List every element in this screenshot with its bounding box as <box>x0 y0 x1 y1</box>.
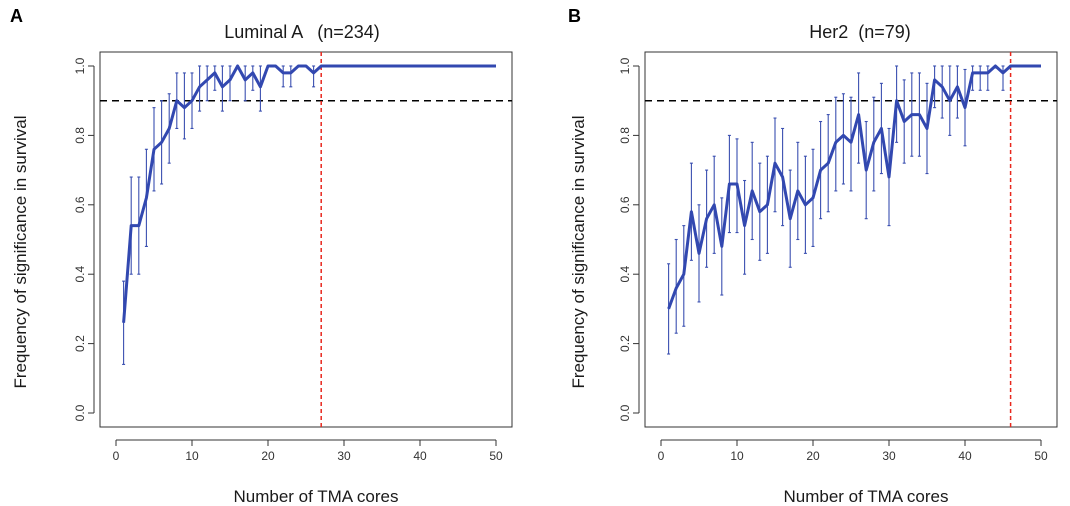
error-bars-a <box>122 65 316 365</box>
x-tick-label: 40 <box>413 449 427 463</box>
series-line-group-b <box>667 64 1041 310</box>
plot-frame-b <box>644 51 1058 428</box>
x-tick-label: 0 <box>113 449 120 463</box>
x-tick-label: 20 <box>806 449 820 463</box>
y-tick-label: 0.8 <box>73 127 87 144</box>
y-tick-label: 1.0 <box>618 57 632 74</box>
y-tick-label: 0.8 <box>618 127 632 144</box>
x-tick-label: 10 <box>730 449 744 463</box>
y-axis-label-a: Frequency of significance in survival <box>11 115 30 388</box>
series-line <box>122 64 496 323</box>
y-tick-label: 0.4 <box>618 266 632 283</box>
panel-her2: B Her2 (n=79) Number of TMA cores Freque… <box>568 6 1058 506</box>
x-tick-label: 10 <box>185 449 199 463</box>
y-tick-label: 1.0 <box>73 57 87 74</box>
panel-label-a: A <box>10 6 23 26</box>
plot-frame-a <box>99 51 513 428</box>
panel-label-b: B <box>568 6 581 26</box>
series-line-group-a <box>122 64 496 323</box>
y-tick-label: 0.6 <box>618 196 632 213</box>
chart-title-her2: Her2 (n=79) <box>809 22 911 42</box>
y-tick-label: 0.2 <box>73 335 87 352</box>
x-tick-label: 0 <box>658 449 665 463</box>
x-tick-label: 50 <box>1034 449 1048 463</box>
x-tick-label: 50 <box>489 449 503 463</box>
x-axis-label-a: Number of TMA cores <box>233 487 398 506</box>
panel-luminal-a: A Luminal A (n=234) Number of TMA cores … <box>10 6 513 506</box>
y-tick-label: 0.6 <box>73 196 87 213</box>
x-tick-label: 30 <box>882 449 896 463</box>
x-tick-label: 20 <box>261 449 275 463</box>
ticks-a: 0 10 20 30 40 50 0.0 0.2 0.4 0.6 0.8 1.0 <box>73 57 503 463</box>
y-axis-label-b: Frequency of significance in survival <box>569 115 588 388</box>
chart-title-luminal-a: Luminal A (n=234) <box>224 22 380 42</box>
reference-lines-a <box>100 52 512 427</box>
y-tick-label: 0.2 <box>618 335 632 352</box>
y-tick-label: 0.4 <box>73 266 87 283</box>
ticks-b: 0 10 20 30 40 50 0.0 0.2 0.4 0.6 0.8 1.0 <box>618 57 1048 463</box>
x-tick-label: 40 <box>958 449 972 463</box>
x-tick-label: 30 <box>337 449 351 463</box>
y-tick-label: 0.0 <box>73 404 87 421</box>
x-axis-label-b: Number of TMA cores <box>783 487 948 506</box>
y-tick-label: 0.0 <box>618 404 632 421</box>
series-line <box>667 64 1041 310</box>
error-bars-b <box>667 65 1005 355</box>
